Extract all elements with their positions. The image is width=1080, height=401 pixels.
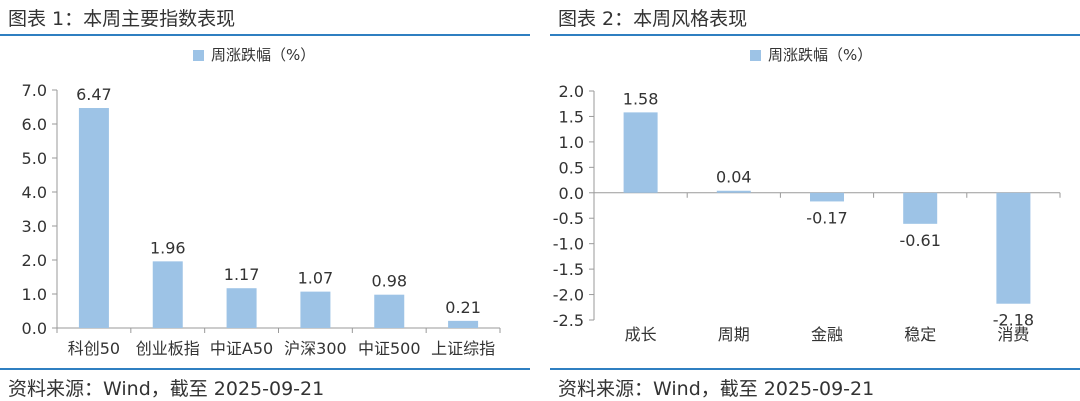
y-tick-label: 1.0 — [559, 133, 584, 152]
bar — [374, 294, 405, 328]
y-tick-label: 2.0 — [22, 251, 47, 270]
legend-label: 周涨跌幅（%） — [211, 46, 315, 64]
indices-bar-chart: 周涨跌幅（%） 0.0 1.0 2.0 3.0 4.0 5.0 6.0 7.0 6.47 科创50 1… — [22, 46, 501, 358]
data-label: 1.96 — [150, 238, 186, 257]
bar — [78, 108, 109, 329]
y-tick-label: 0.5 — [559, 158, 584, 177]
x-category-label: 周期 — [718, 325, 750, 344]
x-category-label: 中证500 — [358, 339, 421, 358]
y-tick-label: 5.0 — [22, 149, 47, 168]
x-category-label: 创业板指 — [136, 339, 200, 358]
y-tick-label: 3.0 — [22, 217, 47, 236]
x-category-label: 上证综指 — [431, 339, 495, 358]
source-rule — [550, 368, 1080, 370]
y-tick-label: 6.0 — [22, 115, 47, 134]
chart-title: 图表 2：本周风格表现 — [558, 8, 748, 30]
bar — [152, 261, 183, 328]
legend-swatch — [750, 50, 761, 61]
x-category-label: 科创50 — [68, 339, 120, 358]
data-label: 0.04 — [716, 168, 752, 187]
data-label: 6.47 — [76, 85, 112, 104]
y-tick-label: -2.0 — [553, 286, 584, 305]
data-label: 1.58 — [623, 89, 659, 108]
title-rule — [550, 34, 1080, 36]
bar — [623, 112, 658, 193]
x-category-label: 金融 — [811, 325, 843, 344]
bar — [716, 190, 751, 193]
data-label: 0.21 — [445, 298, 481, 317]
y-tick-label: 4.0 — [22, 183, 47, 202]
data-label: -0.17 — [806, 208, 847, 227]
bar — [226, 288, 257, 328]
source-rule — [0, 368, 530, 370]
x-category-label: 沪深300 — [284, 339, 347, 358]
x-category-label: 成长 — [625, 325, 657, 344]
y-tick-label: 2.0 — [559, 82, 584, 101]
data-label: 1.17 — [224, 265, 260, 284]
bar — [448, 320, 479, 328]
data-label: 1.07 — [298, 269, 334, 288]
chart-source: 资料来源：Wind，截至 2025-09-21 — [558, 378, 875, 400]
y-tick-label: 7.0 — [22, 81, 47, 100]
y-tick-label: -1.5 — [553, 260, 584, 279]
legend-swatch — [193, 50, 204, 61]
data-label: -2.18 — [993, 311, 1034, 330]
y-tick-label: -0.5 — [553, 209, 584, 228]
x-category-label: 消费 — [997, 325, 1029, 344]
data-label: -0.61 — [899, 231, 940, 250]
y-tick-label: -1.0 — [553, 235, 584, 254]
y-tick-label: 1.0 — [22, 285, 47, 304]
bar — [810, 192, 844, 202]
x-category-label: 中证A50 — [210, 339, 273, 358]
x-category-label: 稳定 — [904, 325, 936, 344]
data-label: 0.98 — [371, 272, 407, 291]
y-tick-label: 0.0 — [559, 184, 584, 203]
chart-panel-styles: 图表 2：本周风格表现 周涨跌幅（%） -2.5 -2.0 -1.5 -1.0 -0.5 0… — [550, 0, 1080, 401]
chart-title: 图表 1：本周主要指数表现 — [8, 8, 236, 30]
chart-source: 资料来源：Wind，截至 2025-09-21 — [8, 378, 325, 400]
chart-panel-indices: 图表 1：本周主要指数表现 周涨跌幅（%） 0.0 1.0 2.0 3.0 4.0 5.0 6… — [0, 0, 530, 401]
styles-bar-chart: 周涨跌幅（%） -2.5 -2.0 -1.5 -1.0 -0.5 0.0 0.5 1.0 1.5 2… — [553, 46, 1061, 344]
title-rule — [0, 34, 530, 36]
y-tick-label: 1.5 — [559, 107, 584, 126]
legend-label: 周涨跌幅（%） — [768, 46, 872, 64]
y-tick-label: -2.5 — [553, 311, 584, 330]
bar — [996, 192, 1031, 304]
bar — [300, 291, 331, 328]
bar — [903, 192, 938, 224]
y-tick-label: 0.0 — [22, 319, 47, 338]
